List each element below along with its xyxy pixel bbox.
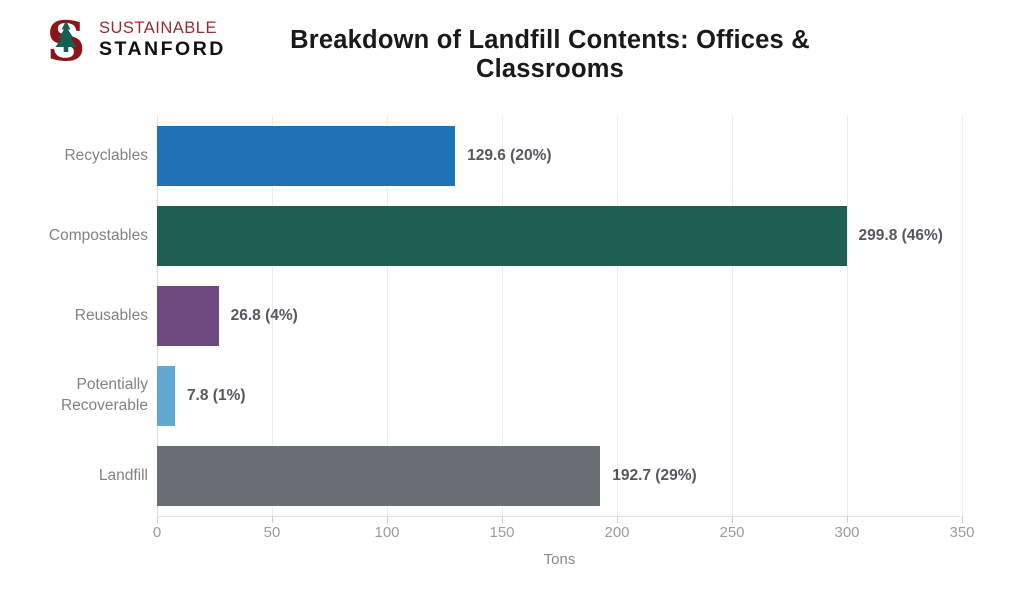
plot-area: 129.6 (20%) 299.8 (46%) 26.8 (4%) 7.8 (1%) 1… [157, 116, 963, 516]
tick-label-200: 200 [604, 524, 630, 541]
bar [157, 126, 456, 186]
bar-row: 7.8 (1%) [157, 356, 962, 436]
gridline-250 [732, 116, 733, 516]
bar-value-label: 7.8 (1%) [186, 387, 246, 404]
sustainable-stanford-logo: S SUSTAINABLE STANFORD [44, 16, 226, 64]
tree-icon [55, 21, 77, 52]
stanford-block-s-icon: S [47, 16, 86, 64]
tick-label-50: 50 [263, 524, 281, 541]
tick-label-250: 250 [719, 524, 745, 541]
category-label: Landfill [98, 466, 148, 484]
tick-label-300: 300 [834, 524, 860, 541]
logo-line1: SUSTAINABLE [99, 19, 217, 38]
logo-text: SUSTAINABLE STANFORD [99, 19, 226, 60]
bar-row: 299.8 (46%) [157, 196, 962, 276]
gridline-300 [847, 116, 848, 516]
x-axis-line [157, 516, 963, 517]
category-label: Reusables [74, 306, 148, 324]
tick-mark-100 [387, 517, 388, 523]
bar-value-label: 192.7 (29%) [612, 467, 697, 484]
bar [157, 366, 175, 426]
gridline-100 [387, 116, 388, 516]
tick-label-0: 0 [152, 524, 162, 541]
bar-value-label: 26.8 (4%) [230, 307, 298, 324]
tick-mark-0 [157, 517, 158, 523]
category-label: Compostables [48, 226, 148, 244]
tick-mark-200 [617, 517, 618, 523]
tick-mark-150 [502, 517, 503, 523]
gridline-50 [272, 116, 273, 516]
category-axis-labels: Recyclables Compostables Reusables Potentia… [0, 116, 148, 516]
x-axis-title: Tons [543, 551, 576, 568]
bar-value-label: 129.6 (20%) [467, 147, 552, 164]
bar [157, 206, 847, 266]
bar-value-label: 299.8 (46%) [858, 227, 943, 244]
bar-row: 26.8 (4%) [157, 276, 962, 356]
tick-mark-50 [272, 517, 273, 523]
gridline-200 [617, 116, 618, 516]
category-label: Potentially Recoverable [60, 376, 148, 414]
tick-mark-300 [847, 517, 848, 523]
gridline-150 [502, 116, 503, 516]
logo-line2: STANFORD [99, 38, 226, 61]
tick-label-100: 100 [374, 524, 400, 541]
category-label: Recyclables [64, 146, 148, 164]
bar-row: 129.6 (20%) [157, 116, 962, 196]
bar [157, 286, 219, 346]
gridline-350 [962, 116, 963, 516]
page-title: Breakdown of Landfill Contents: Offices … [290, 26, 810, 83]
tick-mark-250 [732, 517, 733, 523]
bar-row: 192.7 (29%) [157, 436, 962, 516]
tick-label-350: 350 [949, 524, 975, 541]
tick-label-150: 150 [489, 524, 515, 541]
bar [157, 446, 601, 506]
tick-mark-350 [962, 517, 963, 523]
